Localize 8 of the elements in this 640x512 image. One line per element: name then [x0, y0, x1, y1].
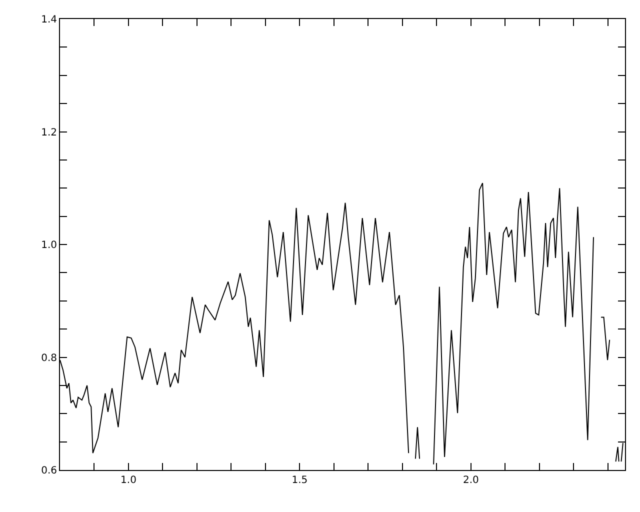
x-tick-label: 1.5 [292, 475, 308, 486]
y-tick-label: 0.8 [41, 352, 57, 364]
y-tick-label: 1.4 [41, 14, 57, 26]
x-tick-label: 2.0 [462, 475, 479, 486]
y-tick-label: 1.2 [41, 127, 57, 138]
x-tick-label: 1.0 [120, 475, 136, 486]
y-tick-label: 1.0 [41, 240, 57, 251]
y-tick-label: 0.6 [41, 466, 57, 476]
